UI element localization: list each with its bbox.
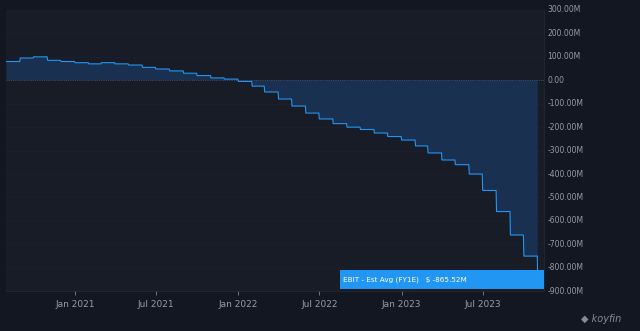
- Text: -700.00M: -700.00M: [547, 240, 583, 249]
- Text: EBIT - Est Avg (FY1E)   $ -865.52M: EBIT - Est Avg (FY1E) $ -865.52M: [343, 276, 467, 283]
- Text: -300.00M: -300.00M: [547, 146, 583, 155]
- Text: ◆ koyfin: ◆ koyfin: [580, 314, 621, 324]
- Text: 100.00M: 100.00M: [547, 52, 580, 61]
- Text: -800.00M: -800.00M: [547, 263, 583, 272]
- Text: -900.00M: -900.00M: [547, 287, 583, 296]
- Text: -400.00M: -400.00M: [547, 169, 583, 178]
- Text: 200.00M: 200.00M: [547, 29, 580, 38]
- Text: -600.00M: -600.00M: [547, 216, 583, 225]
- Text: 300.00M: 300.00M: [547, 5, 580, 15]
- Text: -100.00M: -100.00M: [547, 99, 583, 108]
- Text: -200.00M: -200.00M: [547, 123, 583, 132]
- Text: 0.00: 0.00: [547, 76, 564, 85]
- Text: -500.00M: -500.00M: [547, 193, 583, 202]
